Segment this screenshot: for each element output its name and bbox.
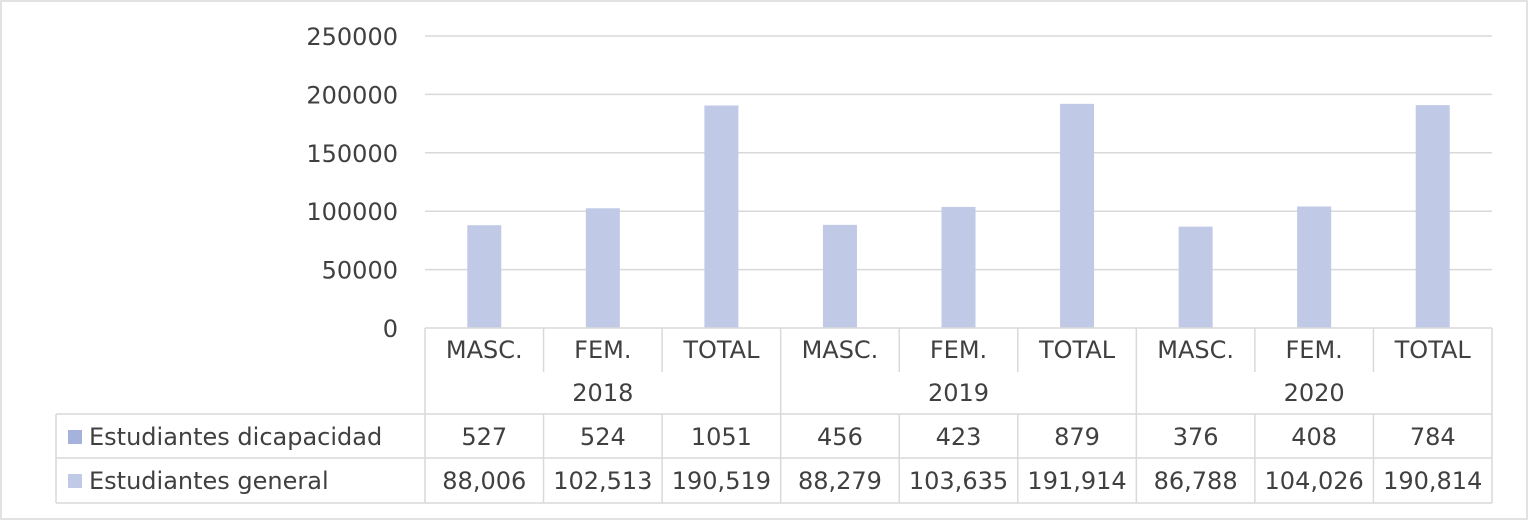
bar-general [585,208,620,328]
bar-general [1060,103,1095,328]
data-label: 423 [936,423,982,451]
data-label: 191,914 [1027,467,1126,495]
x-tick-label: TOTAL [682,336,760,364]
data-label: 103,635 [909,467,1008,495]
legend-key [68,430,82,444]
data-label: 376 [1173,423,1219,451]
data-label: 88,006 [442,467,526,495]
x-tick-label: TOTAL [1038,336,1116,364]
bar-general [1297,206,1332,328]
data-label: 456 [817,423,863,451]
y-tick-label: 50000 [322,257,398,285]
y-tick-label: 200000 [306,81,398,109]
y-tick-label: 100000 [306,198,398,226]
x-tick-label: FEM. [574,336,631,364]
x-tick-label: FEM. [1286,336,1343,364]
y-axis: 0 50000 100000 150000 200000 250000 [306,23,398,343]
data-label: 784 [1410,423,1456,451]
year-label: 2020 [1284,379,1345,407]
y-tick-label: 250000 [306,23,398,51]
y-tick-label: 150000 [306,140,398,168]
data-label: 879 [1054,423,1100,451]
year-label: 2019 [928,379,989,407]
x-tick-label: MASC. [802,336,879,364]
bar-general [941,206,976,328]
data-table: MASC. FEM. TOTAL MASC. FEM. TOTAL MASC. FEM. TOT… [55,327,1493,504]
bar-general [467,225,502,328]
legend-label: Estudiantes general [89,467,329,495]
data-label: 102,513 [553,467,652,495]
data-label: 408 [1291,423,1337,451]
data-label: 104,026 [1265,467,1364,495]
bar-general [1178,226,1213,328]
year-label: 2018 [572,379,633,407]
bar-general [1415,105,1450,329]
x-tick-label: FEM. [930,336,987,364]
bars [467,103,1450,329]
data-label: 1051 [691,423,752,451]
x-tick-label: MASC. [446,336,523,364]
data-label: 527 [461,423,507,451]
data-label: 524 [580,423,626,451]
y-tick-label: 0 [383,315,398,343]
data-label: 190,519 [672,467,771,495]
bar-general [822,224,857,328]
data-label: 190,814 [1383,467,1482,495]
bar-general [704,105,739,328]
data-label: 86,788 [1154,467,1238,495]
x-tick-label: TOTAL [1394,336,1472,364]
legend-label: Estudiantes dicapacidad [89,423,382,451]
legend-key [68,474,82,488]
x-tick-label: MASC. [1157,336,1234,364]
data-label: 88,279 [798,467,882,495]
